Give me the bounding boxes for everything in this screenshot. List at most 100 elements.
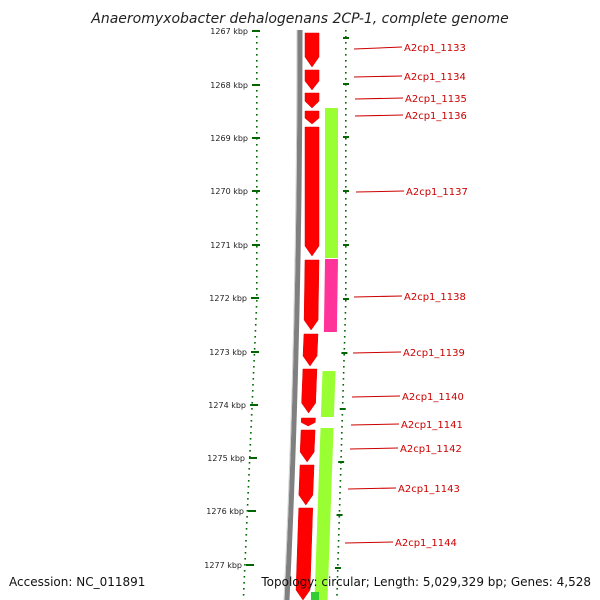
ruler-dot-left (256, 162, 258, 164)
ruler-dot-right (344, 306, 347, 308)
ruler-dot-right (343, 354, 345, 356)
ruler-dot-left (253, 354, 256, 356)
ruler-dot-left (245, 528, 248, 530)
ruler-dot-left (249, 438, 252, 440)
ruler-dot-left (256, 288, 258, 290)
ruler-dot-right (343, 360, 345, 362)
ruler-dot-left (253, 366, 255, 368)
cds-feature (304, 92, 320, 109)
ruler-dot-left (244, 558, 246, 560)
gene-label-leader (351, 395, 401, 398)
ruler-dot-left (256, 216, 258, 218)
gene-label: A2cp1_1141 (401, 420, 463, 431)
ruler-dot-right (343, 336, 346, 338)
ruler-dot-right (345, 276, 347, 278)
ruler-dot-right (345, 132, 347, 134)
gene-label: A2cp1_1138 (404, 292, 466, 303)
map-title: Anaeromyxobacter dehalogenans 2CP-1, com… (90, 11, 508, 27)
gene-label-leader (347, 487, 397, 490)
gene-label: A2cp1_1144 (395, 538, 457, 549)
ruler-dot-left (256, 180, 258, 182)
ruler-dot-left (256, 246, 258, 248)
ruler-dot-right (341, 402, 344, 404)
ruler-dot-right (345, 186, 347, 188)
ruler-dot-left (256, 222, 258, 224)
ruler-tick-label: 1271 kbp (210, 241, 248, 250)
ruler-dot-left (256, 114, 258, 116)
ruler-dot-right (342, 396, 344, 398)
ruler-dot-right (345, 198, 347, 200)
gene-feature-sliver (311, 592, 319, 600)
ruler-dot-left (250, 432, 252, 434)
ruler-dot-left (244, 564, 246, 566)
ruler-tick-label: 1270 kbp (210, 187, 248, 196)
ruler-dot-right (345, 36, 347, 38)
ruler-dot-left (256, 48, 258, 50)
ruler-dot-left (244, 552, 247, 554)
gene-label: A2cp1_1139 (403, 348, 465, 359)
ruler-dot-right (336, 570, 339, 572)
ruler-tick-label: 1275 kbp (207, 454, 245, 463)
ruler-dot-left (256, 72, 258, 74)
ruler-dot-right (344, 318, 347, 320)
ruler-dot-right (345, 282, 347, 284)
gene-label-leader (353, 75, 403, 78)
ruler-dot-right (341, 420, 343, 422)
ruler-dot-left (248, 468, 251, 470)
ruler-dot-left (256, 192, 258, 194)
cds-feature (303, 259, 320, 331)
ruler-dot-right (345, 108, 347, 110)
ruler-dot-right (345, 264, 347, 266)
ruler-dot-right (345, 234, 347, 236)
ruler-dot-left (256, 252, 258, 254)
ruler-dot-right (345, 114, 347, 116)
ruler-dot-right (345, 174, 347, 176)
ruler-dot-left (256, 276, 258, 278)
ruler-dot-right (341, 426, 343, 428)
cds-track (295, 32, 320, 600)
gene-label-leader (354, 97, 404, 100)
ruler-dot-right (341, 432, 343, 434)
ruler-dot-left (256, 198, 258, 200)
ruler-dot-right (336, 594, 338, 596)
ruler-dot-left (246, 510, 249, 512)
ruler-dot-right (345, 150, 347, 152)
ruler-dot-left (246, 522, 248, 524)
ruler-dot-left (254, 342, 256, 344)
ruler-dot-left (244, 546, 247, 548)
ruler-dot-left (256, 294, 258, 296)
ruler-dot-right (337, 558, 339, 560)
gene-label: A2cp1_1135 (405, 94, 467, 105)
ruler-dot-right (340, 444, 343, 446)
ruler-dot-left (243, 582, 245, 584)
ruler-dot-left (256, 240, 258, 242)
ruler-dot-right (345, 78, 347, 80)
ruler-dot-left (243, 588, 245, 590)
ruler-dot-left (256, 90, 258, 92)
ruler-dot-left (253, 360, 255, 362)
gene-label: A2cp1_1136 (405, 111, 467, 122)
ruler-dot-right (342, 384, 345, 386)
ruler-dot-right (342, 390, 344, 392)
cds-feature (300, 417, 316, 427)
ruler-dot-right (345, 192, 347, 194)
ruler-dot-right (345, 204, 347, 206)
ruler-dot-right (345, 42, 347, 44)
ruler-dot-right (342, 372, 345, 374)
ruler-dot-right (345, 294, 347, 296)
ruler-dot-right (345, 138, 347, 140)
accession-text: Accession: NC_011891 (9, 575, 145, 589)
ruler-dot-left (254, 324, 257, 326)
gene-label: A2cp1_1134 (404, 72, 466, 83)
ruler-dot-right (345, 102, 347, 104)
cds-feature (304, 110, 320, 125)
ruler-dot-right (345, 252, 347, 254)
ruler-dot-right (340, 438, 343, 440)
ruler-dot-left (250, 420, 253, 422)
ruler-dot-right (344, 312, 347, 314)
ruler-dot-left (247, 480, 250, 482)
ruler-dot-right (345, 210, 347, 212)
ruler-dot-left (243, 570, 246, 572)
gene-label-leader (353, 46, 403, 50)
ruler-dot-right (338, 528, 340, 530)
